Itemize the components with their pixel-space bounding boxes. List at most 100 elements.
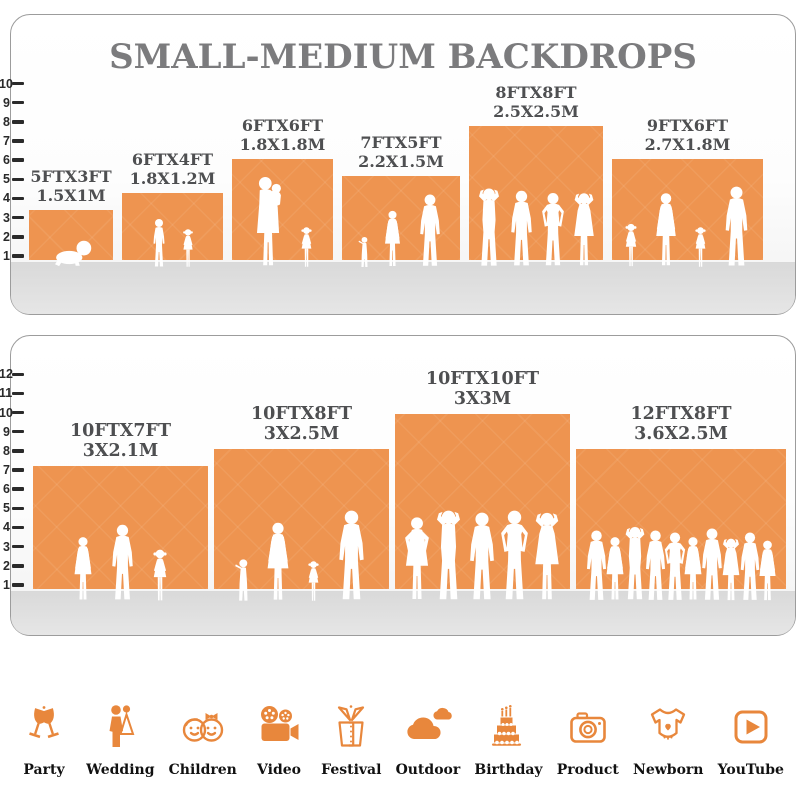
birthday-icon xyxy=(484,701,532,753)
silhouette-man xyxy=(415,194,445,268)
backdrop-6ftx4ft: 6FTX4FT 1.8X1.2M xyxy=(122,150,223,260)
page-title: SMALL-MEDIUM BACKDROPS xyxy=(109,37,697,77)
ruler-tick xyxy=(12,235,24,239)
size-ft-text: 10FTX8FT xyxy=(250,403,352,424)
category-product[interactable]: Product xyxy=(557,648,619,778)
backdrop-rect xyxy=(576,449,786,589)
ruler-number: 7 xyxy=(3,462,10,477)
backdrop-rect xyxy=(33,466,208,589)
category-label: Children xyxy=(168,762,237,778)
backdrop-rect xyxy=(342,176,460,260)
backdrop-8ftx8ft: 8FTX8FT 2.5X2.5M xyxy=(469,83,603,260)
ruler-tick xyxy=(12,391,24,396)
category-label: Newborn xyxy=(633,762,704,778)
category-party[interactable]: Party xyxy=(16,648,72,778)
size-m-text: 3.6X2.5M xyxy=(634,424,728,445)
ruler-tick xyxy=(12,254,24,258)
floor-strip xyxy=(11,591,795,635)
silhouette-boy xyxy=(149,218,169,268)
size-m-text: 2.2X1.5M xyxy=(358,152,444,172)
silhouette-baby xyxy=(49,238,94,268)
backdrop-12ftx8ft: 12FTX8FT 3.6X2.5M xyxy=(576,404,786,589)
category-outdoor[interactable]: Outdoor xyxy=(395,648,461,778)
silhouette-group xyxy=(332,194,470,268)
category-label: Birthday xyxy=(474,762,543,778)
backdrop-rect xyxy=(612,159,763,260)
festival-icon xyxy=(327,701,375,753)
category-label: Party xyxy=(23,762,65,778)
silhouette-group xyxy=(459,188,613,268)
category-youtube[interactable]: YouTube xyxy=(718,648,784,778)
silhouette-woman xyxy=(262,522,294,602)
silhouette-group xyxy=(566,526,796,602)
ruler-number: 9 xyxy=(3,95,10,110)
party-icon xyxy=(20,701,68,753)
ruler-number: 1 xyxy=(3,248,10,263)
ruler-number: 3 xyxy=(3,539,10,554)
backdrop-row: 5FTX3FT 1.5X1M 6FTX4FT 1.8X1.2M 6FTX6FT 1.8X1… xyxy=(29,83,763,260)
silhouette-man xyxy=(720,186,753,268)
silhouette-woman-head xyxy=(569,192,599,268)
ruler-tick xyxy=(12,564,24,568)
ruler-number: 9 xyxy=(3,424,10,439)
small-medium-panel: SMALL-MEDIUM BACKDROPS 1 2 3 4 5 6 7 8 9 10 5FTX3FT… xyxy=(0,14,796,315)
category-bar: Party Wedding Children Video Festival Outdoor… xyxy=(16,648,784,778)
backdrop-rect xyxy=(469,126,603,260)
ruler-tick xyxy=(12,120,24,124)
size-ft-text: 6FTX6FT xyxy=(241,116,324,136)
silhouette-girl xyxy=(298,226,315,268)
silhouette-girl xyxy=(305,560,322,602)
silhouette-man-head xyxy=(473,188,505,268)
silhouette-group xyxy=(19,238,123,268)
category-newborn[interactable]: Newborn xyxy=(633,648,703,778)
ruler-tick xyxy=(12,372,24,376)
ruler-number: 5 xyxy=(3,172,10,187)
silhouette-girl xyxy=(149,548,171,602)
category-video[interactable]: Video xyxy=(251,648,307,778)
ruler-tick xyxy=(12,525,24,530)
backdrop-rect xyxy=(122,193,223,260)
backdrop-rect xyxy=(29,210,113,260)
video-icon xyxy=(255,701,303,753)
backdrop-10ftx10ft: 10FTX10FT 3X3M xyxy=(395,369,570,589)
category-wedding[interactable]: Wedding xyxy=(86,648,155,778)
ruler-number: 7 xyxy=(3,133,10,148)
silhouette-man xyxy=(464,512,500,602)
silhouette-woman xyxy=(651,192,681,268)
ruler-tick xyxy=(12,449,24,453)
size-ft-text: 10FTX10FT xyxy=(425,368,540,389)
category-children[interactable]: Children xyxy=(169,648,237,778)
ruler-number: 4 xyxy=(3,520,10,535)
backdrop-9ftx6ft: 9FTX6FT 2.7X1.8M xyxy=(612,116,763,260)
size-m-text: 2.5X2.5M xyxy=(493,102,579,122)
silhouette-man xyxy=(107,524,138,602)
size-ft-text: 9FTX6FT xyxy=(646,116,729,136)
outdoor-icon xyxy=(404,701,452,753)
ruler-number: 12 xyxy=(0,367,13,382)
ruler-tick xyxy=(12,506,24,511)
backdrop-size-label: 6FTX4FT 1.8X1.2M xyxy=(129,150,216,189)
size-ft-text: 8FTX8FT xyxy=(495,83,577,103)
size-m-text: 2.7X1.8M xyxy=(644,135,731,155)
backdrop-size-label: 10FTX8FT 3X2.5M xyxy=(251,404,352,445)
medium-large-panel: 1 2 3 4 5 6 7 8 9 10 11 12 10FTX7FT 3X2.1M 10FTX8FT 3X2… xyxy=(0,335,796,636)
category-birthday[interactable]: Birthday xyxy=(474,648,543,778)
backdrop-size-label: 10FTX7FT 3X2.1M xyxy=(70,421,171,462)
silhouette-group xyxy=(602,186,773,268)
backdrop-rect xyxy=(214,449,389,589)
floor-strip xyxy=(11,262,795,314)
silhouette-man-hips xyxy=(538,192,568,268)
ruler-number: 11 xyxy=(0,386,13,401)
silhouette-man xyxy=(333,510,370,602)
backdrop-size-label: 9FTX6FT 2.7X1.8M xyxy=(644,116,731,155)
silhouette-girl xyxy=(622,222,640,268)
category-festival[interactable]: Festival xyxy=(321,648,381,778)
backdrop-size-label: 12FTX8FT 3.6X2.5M xyxy=(630,404,731,445)
category-label: Outdoor xyxy=(395,762,461,778)
ruler-number: 8 xyxy=(3,114,10,129)
ruler-tick xyxy=(12,487,24,491)
backdrop-rect xyxy=(232,159,333,260)
ruler-number: 3 xyxy=(3,210,10,225)
silhouette-woman-baby xyxy=(250,176,287,268)
size-m-text: 1.8X1.2M xyxy=(129,169,216,189)
